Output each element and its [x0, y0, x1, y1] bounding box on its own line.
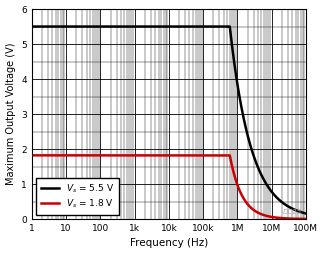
$V_s$ = 5.5 V — [30, 25, 34, 28]
Y-axis label: Maximum Output Voltage (V): Maximum Output Voltage (V) — [6, 43, 16, 185]
$V_s$ = 1.8 V — [208, 154, 212, 157]
$V_s$ = 1.8 V — [194, 154, 198, 157]
Text: DC25: DC25 — [283, 209, 302, 215]
$V_s$ = 5.5 V — [304, 212, 308, 215]
$V_s$ = 1.8 V — [304, 217, 308, 220]
Legend: $V_s$ = 5.5 V, $V_s$ = 1.8 V: $V_s$ = 5.5 V, $V_s$ = 1.8 V — [36, 178, 119, 215]
Line: $V_s$ = 1.8 V: $V_s$ = 1.8 V — [32, 155, 306, 219]
$V_s$ = 1.8 V — [80, 154, 84, 157]
$V_s$ = 5.5 V — [255, 164, 259, 167]
$V_s$ = 1.8 V — [234, 180, 238, 183]
$V_s$ = 5.5 V — [208, 25, 212, 28]
$V_s$ = 5.5 V — [234, 76, 238, 79]
Line: $V_s$ = 5.5 V: $V_s$ = 5.5 V — [32, 27, 306, 214]
$V_s$ = 5.5 V — [80, 25, 84, 28]
$V_s$ = 1.8 V — [30, 154, 34, 157]
$V_s$ = 5.5 V — [134, 25, 138, 28]
$V_s$ = 1.8 V — [134, 154, 138, 157]
X-axis label: Frequency (Hz): Frequency (Hz) — [130, 239, 208, 248]
$V_s$ = 5.5 V — [194, 25, 198, 28]
$V_s$ = 1.8 V — [255, 211, 259, 214]
